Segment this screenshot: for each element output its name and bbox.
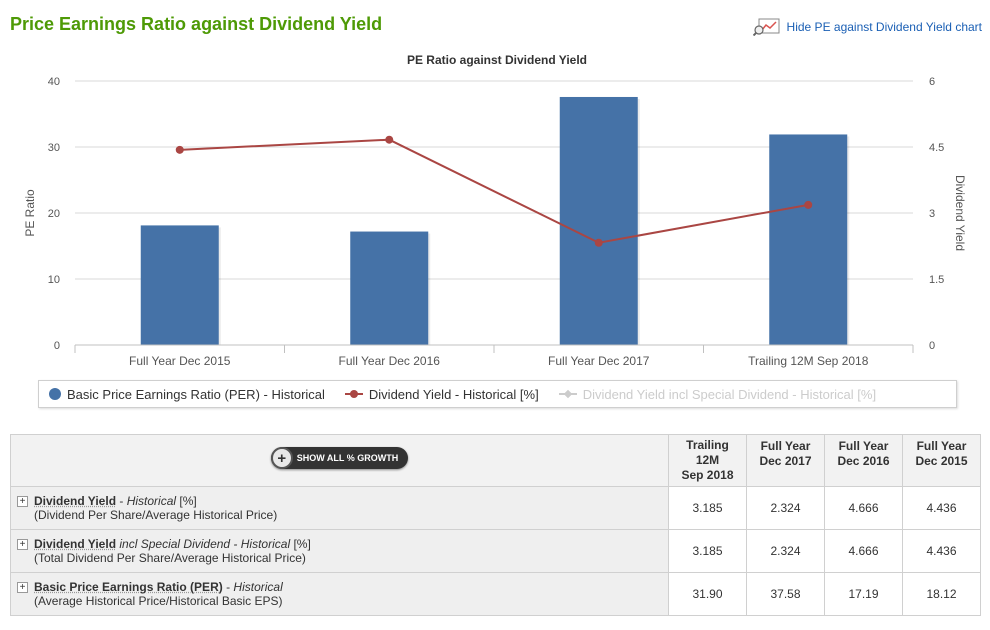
x-tick-label: Full Year Dec 2015 [129, 354, 231, 368]
y2-tick-label: 6 [929, 76, 935, 88]
y2-tick-label: 1.5 [929, 274, 944, 286]
table-corner: + SHOW ALL % GROWTH [10, 434, 669, 487]
y-tick-label: 30 [48, 142, 60, 154]
metric-name[interactable]: Dividend Yield [34, 494, 117, 508]
bar [559, 96, 638, 345]
column-header: Full Year Dec 2017 [746, 434, 825, 487]
data-table: + SHOW ALL % GROWTH Trailing 12M Sep 2018 … [10, 434, 981, 616]
table-cell: 2.324 [746, 529, 825, 573]
hide-chart-link[interactable]: Hide PE against Dividend Yield chart [752, 18, 982, 36]
legend-item-dividend-yield-special[interactable]: Dividend Yield incl Special Dividend - H… [558, 386, 877, 402]
y-tick-label: 40 [48, 76, 60, 88]
table-cell: 31.90 [668, 572, 747, 616]
legend-marker-line-icon [344, 390, 363, 398]
row-label: + Basic Price Earnings Ratio (PER) - His… [10, 572, 669, 616]
table-cell: 4.666 [824, 486, 903, 530]
table-row: + Dividend Yield - Historical [%] (Divid… [10, 486, 981, 530]
metric-formula: (Dividend Per Share/Average Historical P… [34, 508, 278, 522]
page-title: Price Earnings Ratio against Dividend Yi… [10, 14, 383, 34]
table-cell: 37.58 [746, 572, 825, 616]
row-label: + Dividend Yield - Historical [%] (Divid… [10, 486, 669, 530]
series-line [179, 138, 809, 244]
legend-marker-circle-icon [49, 388, 61, 400]
bar [140, 225, 219, 345]
y2-tick-label: 4.5 [929, 142, 944, 154]
line-point [804, 200, 813, 209]
expand-plus-icon[interactable]: + [17, 582, 28, 593]
y2-tick-label: 0 [929, 340, 935, 352]
legend-item-per[interactable]: Basic Price Earnings Ratio (PER) - Histo… [49, 387, 325, 402]
bar [350, 231, 429, 345]
legend-marker-line-icon [558, 393, 577, 395]
y2-axis-label: Dividend Yield [953, 175, 967, 251]
table-cell: 4.436 [902, 486, 981, 530]
expand-plus-icon[interactable]: + [17, 539, 28, 550]
legend-label: Dividend Yield - Historical [%] [368, 386, 539, 402]
legend-label: Basic Price Earnings Ratio (PER) - Histo… [67, 386, 325, 402]
expand-plus-icon[interactable]: + [17, 496, 28, 507]
plus-icon: + [270, 447, 293, 470]
hide-chart-label[interactable]: Hide PE against Dividend Yield chart [786, 20, 982, 34]
table-header-row: + SHOW ALL % GROWTH Trailing 12M Sep 2018 … [10, 434, 981, 487]
metric-name[interactable]: Basic Price Earnings Ratio (PER) [34, 580, 223, 594]
y-tick-label: 10 [48, 274, 60, 286]
x-tick-label: Trailing 12M Sep 2018 [748, 354, 869, 368]
table-cell: 17.19 [824, 572, 903, 616]
row-label: + Dividend Yield incl Special Dividend -… [10, 529, 669, 573]
line-point [594, 238, 603, 247]
table-cell: 2.324 [746, 486, 825, 530]
metric-formula: (Average Historical Price/Historical Bas… [34, 594, 283, 608]
table-row: + Dividend Yield incl Special Dividend -… [10, 529, 981, 573]
x-tick-label: Full Year Dec 2017 [548, 354, 650, 368]
line-point [175, 145, 184, 154]
y-tick-label: 20 [48, 208, 60, 220]
show-all-growth-button[interactable]: + SHOW ALL % GROWTH [270, 447, 409, 470]
chart-title: PE Ratio against Dividend Yield [407, 53, 587, 67]
table-row: + Basic Price Earnings Ratio (PER) - His… [10, 572, 981, 616]
legend-label: Dividend Yield incl Special Dividend - H… [582, 386, 877, 402]
x-tick-label: Full Year Dec 2016 [339, 354, 441, 368]
line-point [385, 135, 394, 144]
metric-name[interactable]: Dividend Yield [34, 537, 117, 551]
table-cell: 18.12 [902, 572, 981, 616]
y-axis-label: PE Ratio [23, 189, 37, 237]
column-header: Trailing 12M Sep 2018 [668, 434, 747, 487]
y2-tick-label: 3 [929, 208, 935, 220]
table-cell: 3.185 [668, 529, 747, 573]
legend-item-dividend-yield[interactable]: Dividend Yield - Historical [%] [344, 386, 539, 402]
y-tick-label: 0 [54, 340, 60, 352]
column-header: Full Year Dec 2015 [902, 434, 981, 487]
show-all-growth-label: SHOW ALL % GROWTH [296, 452, 399, 463]
metric-formula: (Total Dividend Per Share/Average Histor… [34, 551, 306, 565]
table-cell: 4.666 [824, 529, 903, 573]
table-cell: 4.436 [902, 529, 981, 573]
pe-dividend-chart: PE Ratio against Dividend Yield 01020304… [23, 53, 967, 368]
bar [769, 134, 848, 345]
table-cell: 3.185 [668, 486, 747, 530]
chart-magnifier-icon [752, 18, 780, 36]
chart-legend: Basic Price Earnings Ratio (PER) - Histo… [38, 380, 957, 408]
column-header: Full Year Dec 2016 [824, 434, 903, 487]
